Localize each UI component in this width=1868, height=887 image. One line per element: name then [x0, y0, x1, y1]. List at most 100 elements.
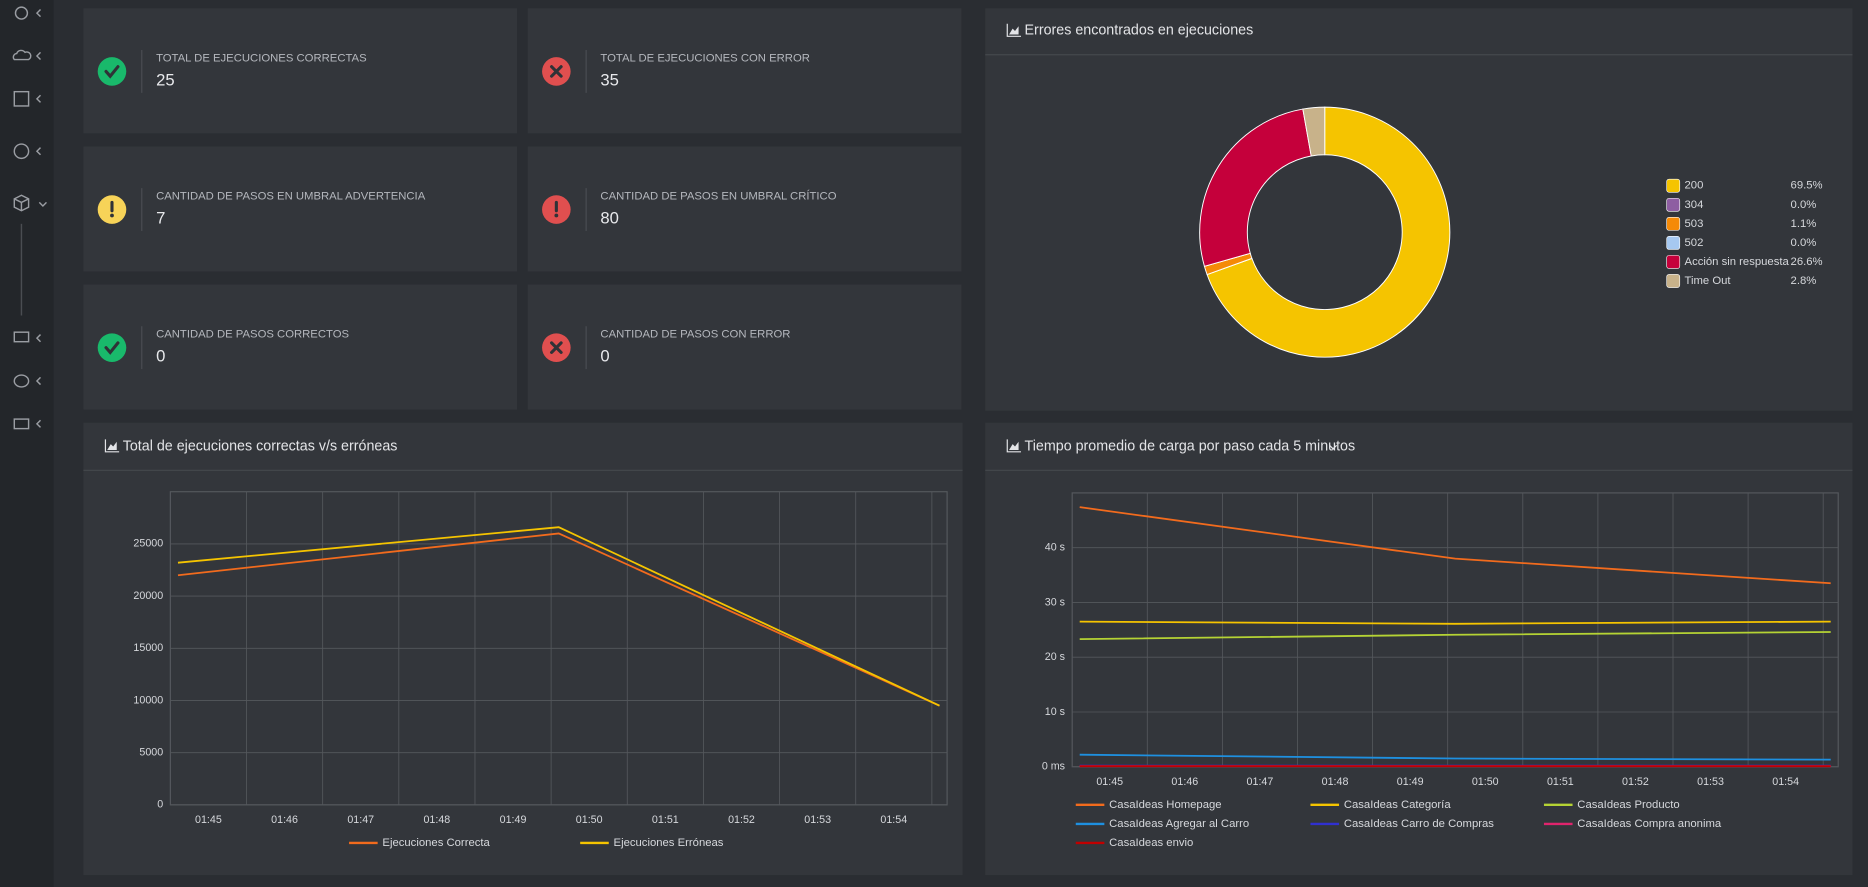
legend-swatch	[1666, 197, 1681, 212]
x-tick-label: 01:54	[1772, 776, 1799, 788]
card-label: CANTIDAD DE PASOS CON ERROR	[600, 329, 790, 341]
x-tick-label: 01:51	[652, 814, 679, 826]
chart-title[interactable]: Tiempo promedio de carga por paso cada 5…	[1025, 438, 1356, 454]
y-tick-label: 25000	[133, 538, 163, 550]
y-tick-label: 30 s	[1045, 596, 1065, 608]
y-tick-label: 0	[157, 799, 163, 811]
x-tick-label: 01:45	[195, 814, 222, 826]
legend-label: CasaIdeas Categoría	[1344, 799, 1452, 811]
y-tick-label: 20000	[133, 590, 163, 602]
y-tick-label: 40 s	[1045, 542, 1065, 554]
nav-icon[interactable]	[13, 331, 30, 343]
nav-icon[interactable]	[13, 418, 30, 430]
legend-label: CasaIdeas Agregar al Carro	[1109, 818, 1249, 830]
status-icon	[97, 57, 127, 86]
legend-swatch	[1666, 236, 1681, 250]
x-tick-label: 01:54	[880, 814, 907, 826]
dropdown-chevron[interactable]	[1329, 444, 1338, 450]
card-label: CANTIDAD DE PASOS CORRECTOS	[156, 329, 349, 341]
x-tick-label: 01:50	[1472, 776, 1499, 788]
card-value: 80	[600, 208, 619, 227]
x-tick-label: 01:51	[1547, 776, 1574, 788]
x-tick-label: 01:47	[1247, 776, 1274, 788]
legend-value: 0.0%	[1791, 237, 1817, 249]
stat-card	[527, 8, 962, 134]
y-tick-label: 5000	[139, 746, 163, 758]
card-value: 0	[600, 347, 609, 366]
legend-swatch	[1666, 255, 1681, 269]
x-tick-label: 01:46	[1171, 776, 1198, 788]
series-line	[1079, 620, 1831, 625]
stat-card	[527, 146, 962, 272]
legend-label: 502	[1685, 237, 1704, 249]
sidebar	[0, 0, 54, 887]
card-value: 0	[156, 347, 165, 366]
y-tick-label: 10 s	[1045, 706, 1065, 718]
x-tick-label: 01:48	[1322, 776, 1349, 788]
legend-label: 503	[1685, 218, 1704, 230]
card-label: CANTIDAD DE PASOS EN UMBRAL ADVERTENCIA	[156, 190, 426, 202]
legend-label: CasaIdeas Producto	[1577, 799, 1679, 811]
nav-icon[interactable]	[13, 90, 30, 107]
stat-card	[83, 284, 518, 410]
y-tick-label: 15000	[133, 642, 163, 654]
x-tick-label: 01:50	[576, 814, 603, 826]
card-value: 25	[156, 70, 175, 89]
legend-label: 200	[1685, 180, 1704, 192]
legend-label: 304	[1685, 199, 1704, 211]
x-tick-label: 01:52	[1622, 776, 1649, 788]
legend-value: 26.6%	[1791, 256, 1823, 268]
chart-icon	[104, 439, 120, 453]
check-glyph	[104, 65, 120, 79]
stat-card	[83, 146, 518, 272]
y-tick-label: 0 ms	[1042, 761, 1065, 773]
status-icon	[97, 333, 127, 362]
card-label: TOTAL DE EJECUCIONES CORRECTAS	[156, 52, 367, 64]
donut-slice	[1302, 106, 1326, 157]
legend-swatch	[1666, 274, 1681, 288]
times-glyph	[550, 65, 563, 78]
legend-label: CasaIdeas Homepage	[1109, 799, 1221, 811]
x-tick-label: 01:48	[423, 814, 450, 826]
panel	[985, 422, 1853, 876]
x-tick-label: 01:49	[1397, 776, 1424, 788]
legend-swatch	[1666, 216, 1681, 231]
card-value: 7	[156, 208, 165, 227]
title-icons	[104, 23, 1021, 453]
x-tick-label: 01:53	[1697, 776, 1724, 788]
exclamation-dot	[554, 213, 559, 218]
nav-icon[interactable]	[13, 194, 30, 212]
x-tick-label: 01:53	[804, 814, 831, 826]
nav-icon[interactable]	[14, 6, 29, 20]
y-tick-label: 20 s	[1045, 651, 1065, 663]
donut-slice	[1199, 108, 1312, 267]
chart-icon	[1006, 439, 1021, 453]
exclamation-dot	[110, 213, 114, 218]
series-line	[177, 526, 940, 707]
x-tick-label: 01:46	[271, 814, 298, 826]
nav-icon[interactable]	[13, 143, 30, 160]
chevrons	[35, 9, 47, 428]
legend-swatch	[1666, 178, 1681, 193]
legend-value: 1.1%	[1791, 218, 1817, 230]
x-tick-label: 01:47	[347, 814, 374, 826]
nav-icon[interactable]	[13, 374, 30, 388]
panel	[83, 422, 963, 876]
legend-label: Ejecuciones Erróneas	[614, 837, 724, 849]
nav-icon[interactable]	[12, 49, 32, 61]
x-tick-label: 01:52	[728, 814, 755, 826]
legend-label: CasaIdeas Compra anonima	[1577, 818, 1722, 830]
card-label: TOTAL DE EJECUCIONES CON ERROR	[600, 52, 810, 64]
legend-label: Time Out	[1685, 275, 1732, 287]
chart-title: Errores encontrados en ejecuciones	[1025, 23, 1254, 39]
x-tick-label: 01:49	[500, 814, 527, 826]
series-line	[1079, 506, 1831, 585]
legend-label: Ejecuciones Correcta	[382, 837, 490, 849]
times-glyph	[550, 341, 563, 354]
x-tick-label: 01:45	[1096, 776, 1123, 788]
legend-value: 0.0%	[1791, 199, 1817, 211]
series-line	[177, 532, 940, 707]
card-label: CANTIDAD DE PASOS EN UMBRAL CRÍTICO	[600, 189, 836, 202]
series-line	[1079, 631, 1831, 641]
